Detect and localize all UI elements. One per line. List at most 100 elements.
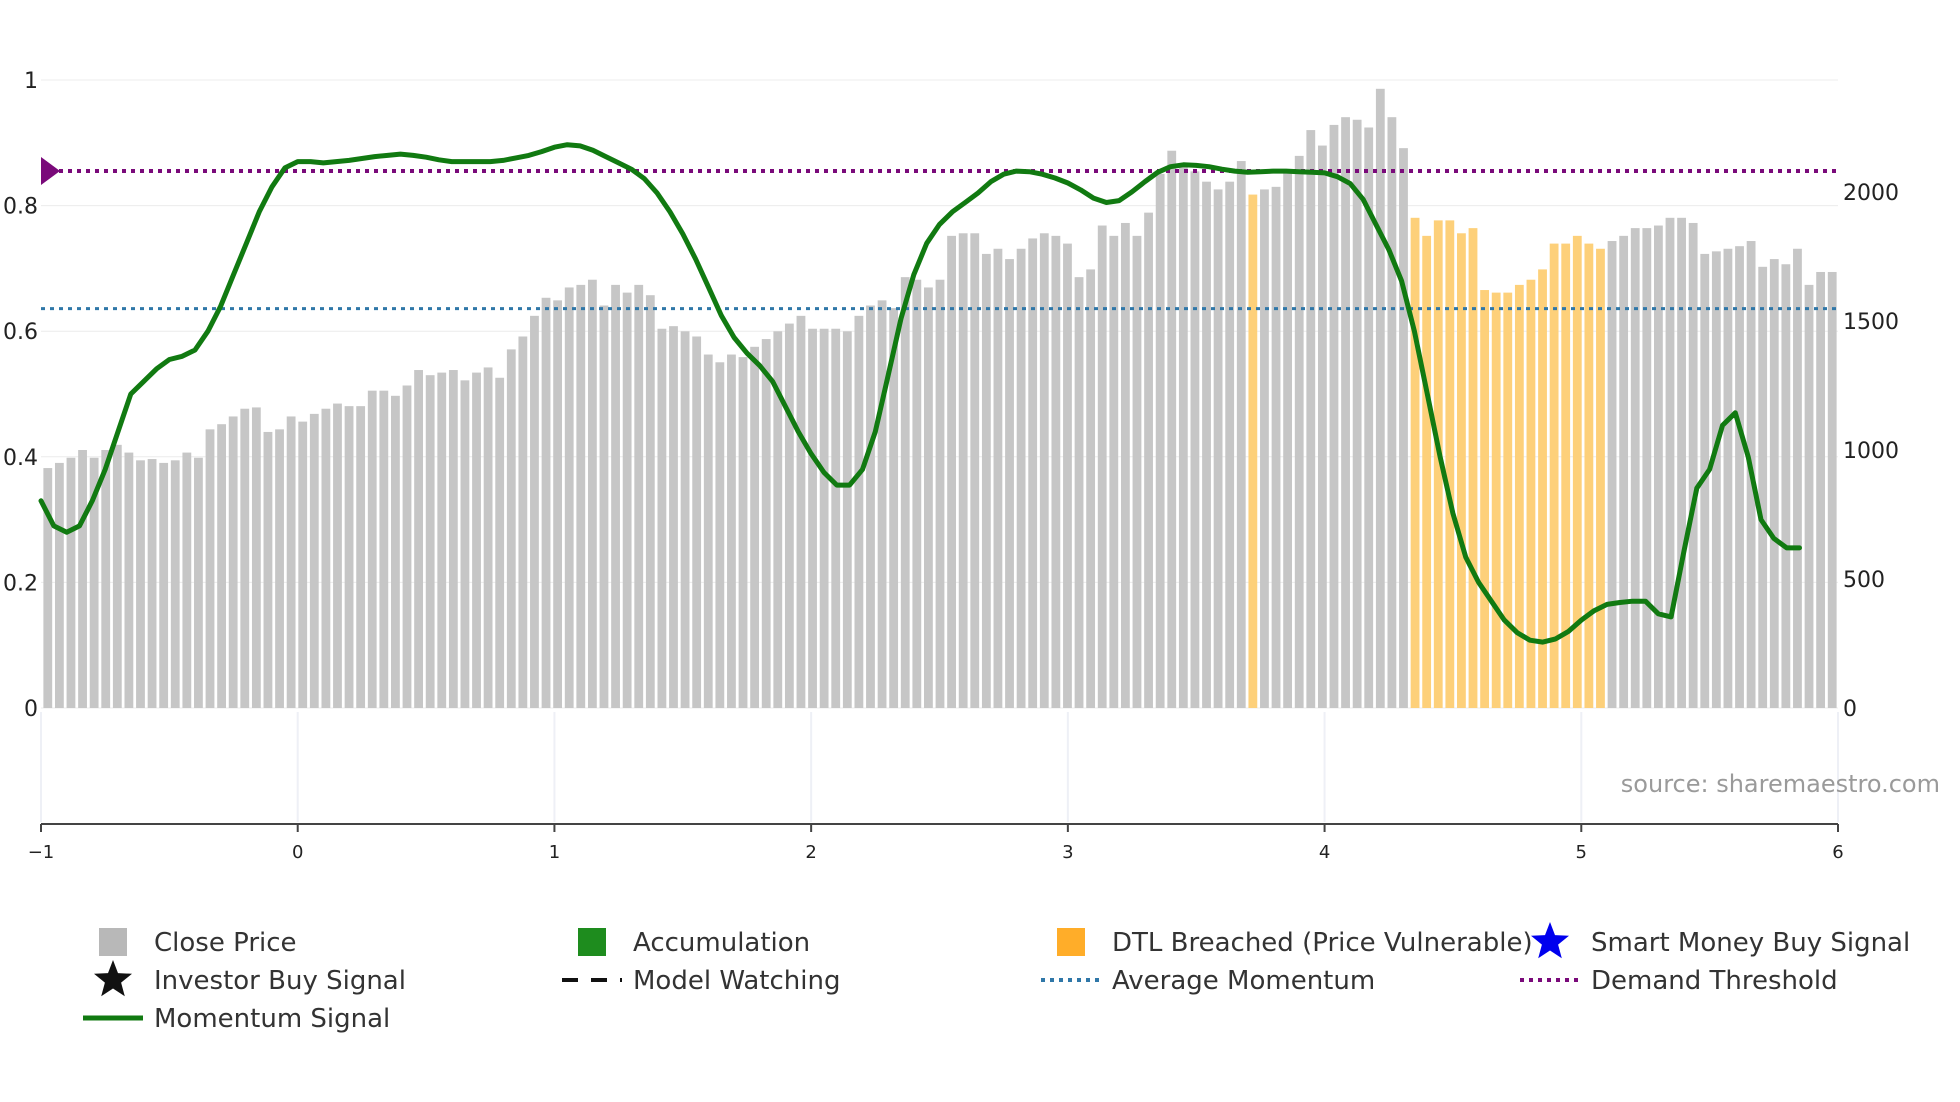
close-price-bar: [1120, 222, 1130, 708]
close-price-bar: [1735, 246, 1744, 708]
close-price-bar: [889, 308, 899, 708]
dtl-breached-bar: [1422, 235, 1432, 709]
dtl-breached-bar: [1248, 194, 1258, 708]
close-price-bar: [924, 287, 933, 708]
close-price-bar: [194, 457, 203, 708]
close-price-bar: [958, 233, 968, 708]
close-price-bar: [912, 279, 922, 708]
close-price-bar: [379, 390, 389, 708]
close-price-bar: [78, 450, 87, 708]
close-price-bar: [1016, 248, 1026, 708]
close-price-bar: [877, 300, 887, 708]
dtl-breached-bar: [1491, 292, 1501, 708]
legend-item-investor[interactable]: Investor Buy Signal: [94, 960, 406, 997]
close-price-bar: [136, 460, 145, 708]
legend-item-avg[interactable]: Average Momentum: [1041, 966, 1375, 996]
close-price-bar: [645, 295, 655, 708]
left-tick-label: 0.8: [3, 195, 38, 220]
close-price-bar: [796, 315, 806, 708]
close-price-bar: [831, 328, 841, 708]
close-price-bar: [182, 452, 192, 708]
close-price-bar: [1816, 271, 1826, 708]
right-tick-label: 500: [1843, 568, 1885, 593]
dtl-breached-bar: [1468, 228, 1478, 708]
left-tick-label: 1: [24, 69, 38, 94]
left-tick-label: 0.6: [3, 320, 38, 345]
legend-label: DTL Breached (Price Vulnerable): [1112, 928, 1533, 958]
close-price-bar: [727, 354, 736, 708]
close-price-bar: [159, 462, 169, 708]
close-price-bar: [692, 336, 702, 708]
dtl-breached-bar: [1572, 235, 1582, 709]
x-tick-label: 3: [1062, 842, 1073, 863]
close-price-bar: [599, 305, 609, 708]
legend-item-momentum[interactable]: Momentum Signal: [83, 1004, 390, 1034]
close-price-bar: [391, 395, 400, 708]
close-price-bar: [66, 457, 76, 708]
close-price-bar: [738, 357, 748, 708]
legend-label: Model Watching: [633, 966, 840, 996]
legend-label: Close Price: [154, 928, 297, 958]
reference-lines: [41, 157, 1838, 311]
close-price-bar: [1086, 269, 1096, 708]
close-price-bar: [657, 328, 667, 708]
close-price-bar: [935, 279, 945, 708]
legend-item-smart[interactable]: Smart Money Buy Signal: [1531, 922, 1910, 959]
legend-label: Average Momentum: [1112, 966, 1375, 996]
legend-swatch: [99, 928, 127, 956]
close-price-bars: [43, 88, 1837, 709]
close-price-bar: [669, 326, 678, 708]
close-price-bar: [1190, 171, 1200, 709]
close-price-bar: [506, 349, 516, 708]
close-price-bar: [147, 459, 157, 708]
x-tick-label: 2: [805, 842, 816, 863]
investor-star-icon: [94, 960, 132, 997]
close-price-bar: [89, 457, 99, 708]
close-price-bar: [1804, 284, 1814, 708]
dtl-breached-bar: [1596, 248, 1605, 708]
close-price-bar: [761, 339, 771, 708]
legend-item-demand[interactable]: Demand Threshold: [1520, 966, 1838, 996]
legend-item-accum[interactable]: Accumulation: [578, 928, 810, 958]
legend-item-close[interactable]: Close Price: [99, 928, 297, 958]
close-price-bar: [448, 370, 458, 708]
close-price-bar: [1827, 271, 1837, 708]
left-tick-label: 0: [24, 697, 38, 722]
close-price-bar: [587, 279, 597, 708]
close-price-bar: [1723, 248, 1733, 708]
close-price-bar: [553, 300, 563, 708]
close-price-bar: [622, 292, 632, 708]
close-price-bar: [402, 385, 412, 708]
legend-item-watch[interactable]: Model Watching: [562, 966, 840, 996]
legend-item-dtl[interactable]: DTL Breached (Price Vulnerable): [1057, 928, 1533, 958]
close-price-bar: [947, 235, 956, 709]
close-price-bar: [842, 331, 852, 708]
left-tick-label: 0.4: [3, 446, 38, 471]
close-price-bar: [54, 462, 64, 708]
legend-label: Demand Threshold: [1591, 966, 1838, 996]
legend-label: Momentum Signal: [154, 1004, 390, 1034]
legend-swatch: [1057, 928, 1085, 956]
right-tick-label: 2000: [1843, 181, 1899, 206]
close-price-bar: [472, 372, 481, 708]
close-price-bar: [703, 354, 713, 708]
dtl-breached-bar: [1549, 243, 1559, 708]
close-price-bar: [286, 416, 296, 708]
close-price-bar: [854, 315, 864, 708]
close-price-bar: [530, 315, 539, 708]
close-price-bar: [321, 408, 331, 708]
close-price-bar: [1619, 235, 1629, 709]
close-price-bar: [1607, 241, 1617, 708]
close-price-bar: [611, 284, 620, 708]
close-price-bar: [808, 328, 817, 708]
legend-swatch: [578, 928, 606, 956]
close-price-bar: [1213, 189, 1223, 709]
axes: 0 0.2 0.4 0.6 0.8 1 0 500 1000 1500 2000 −1 0 1 2 3 4 5 6: [3, 69, 1899, 863]
close-price-bar: [367, 390, 377, 708]
close-price-bar: [251, 407, 261, 708]
close-price-bar: [1225, 181, 1235, 708]
close-price-bar: [1236, 161, 1246, 709]
close-price-bar: [43, 468, 53, 708]
close-price-bar: [1387, 117, 1397, 709]
close-price-bar: [1793, 248, 1802, 708]
